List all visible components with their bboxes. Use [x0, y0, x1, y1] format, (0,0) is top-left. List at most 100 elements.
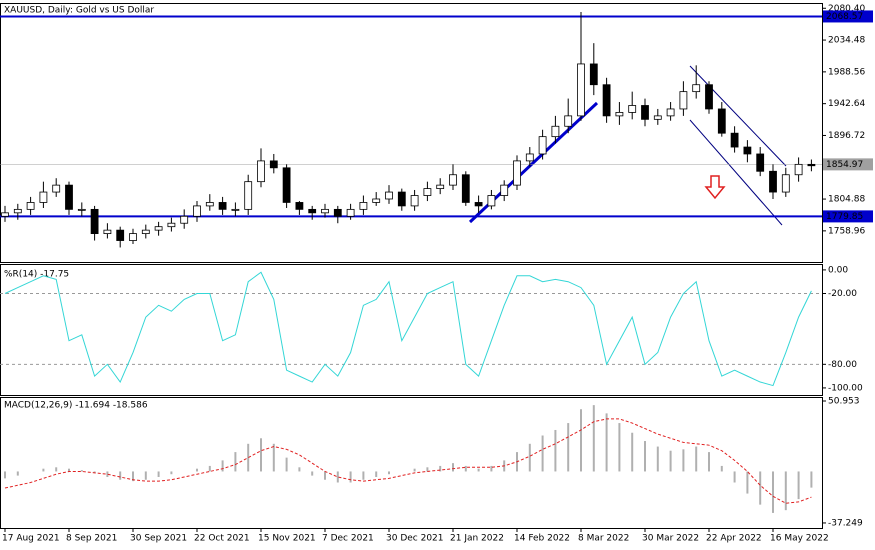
candle-body — [346, 208, 355, 217]
candle-body — [717, 108, 726, 134]
candle-body — [39, 191, 48, 203]
current-price-label: 1854.97 — [826, 160, 863, 170]
candle-body — [77, 208, 86, 211]
candle-body — [218, 202, 227, 210]
candle-body — [321, 208, 329, 214]
candle-body — [513, 160, 521, 186]
y-tick-label: -37.249 — [828, 518, 863, 528]
candle-body — [205, 202, 214, 207]
candle-body — [52, 184, 61, 193]
y-tick-label: -100.00 — [828, 383, 863, 393]
candle-body — [525, 153, 534, 162]
candle-body — [500, 184, 509, 196]
candle-body — [474, 202, 483, 207]
candle-body — [333, 208, 342, 217]
candle-body — [116, 229, 125, 241]
candle-body — [257, 160, 265, 183]
candle-body — [602, 84, 611, 117]
y-tick-label: -80.00 — [828, 360, 857, 370]
candle-body — [807, 163, 816, 167]
y-tick-label: -20.00 — [828, 289, 857, 299]
candle-body — [90, 208, 99, 235]
x-tick-label: 8 Mar 2022 — [578, 534, 629, 544]
indicator-title: %R(14) -17.75 — [4, 270, 69, 280]
current-price-box — [823, 158, 873, 171]
candle-body — [397, 191, 406, 207]
down-arrow — [704, 175, 726, 200]
y-tick-label: 1988.56 — [828, 67, 865, 77]
wpr-panel — [0, 264, 823, 396]
candle-body — [231, 208, 240, 211]
y-tick-label: 1804.88 — [828, 195, 865, 205]
candle-body — [26, 202, 35, 210]
x-tick-label: 22 Oct 2021 — [194, 534, 250, 544]
candle-body — [410, 195, 419, 207]
y-tick-label: 2080.40 — [828, 4, 865, 14]
y-tick-label: 1758.96 — [828, 226, 865, 236]
channel-line — [689, 119, 783, 226]
level-label: 1779.85 — [826, 212, 863, 222]
candle-body — [129, 233, 137, 241]
candle-body — [769, 170, 777, 193]
candle-body — [653, 115, 662, 120]
signal-line — [4, 418, 812, 504]
candle-body — [103, 229, 112, 235]
candle-body — [372, 198, 381, 203]
y-tick-label: 0.00 — [828, 265, 848, 275]
candle-body — [154, 226, 163, 231]
candle-body — [13, 208, 22, 214]
x-tick-label: 16 May 2022 — [770, 534, 829, 544]
level-box — [823, 10, 873, 23]
y-tick-label: 1942.64 — [828, 99, 865, 109]
y-tick-label: 2034.48 — [828, 36, 865, 46]
candle-body — [180, 215, 189, 224]
candle-body — [282, 167, 291, 203]
candle-body — [423, 188, 432, 196]
candle-body — [1, 212, 9, 217]
x-tick-label: 30 Mar 2022 — [642, 534, 699, 544]
candle-body — [564, 115, 573, 127]
candle-body — [781, 174, 790, 193]
x-tick-label: 21 Jan 2022 — [450, 534, 504, 544]
x-tick-label: 15 Nov 2021 — [258, 534, 316, 544]
level-label: 2068.57 — [826, 12, 863, 22]
candle-body — [794, 163, 803, 176]
level-box — [823, 210, 873, 223]
candle-body — [359, 202, 368, 210]
candle-body — [615, 112, 624, 117]
candle-body — [589, 63, 598, 86]
candle-body — [538, 136, 547, 155]
candle-body — [666, 108, 675, 117]
main-panel — [0, 3, 823, 263]
candle-body — [141, 229, 150, 235]
y-tick-label: 1896.72 — [828, 131, 865, 141]
x-tick-label: 7 Dec 2021 — [322, 534, 374, 544]
candle-body — [244, 181, 253, 210]
candle-body — [487, 195, 496, 207]
x-tick-label: 8 Sep 2021 — [66, 534, 117, 544]
chart-title: XAUUSD, Daily: Gold vs US Dollar — [4, 6, 154, 16]
candle-body — [167, 222, 176, 228]
candle-body — [295, 202, 304, 210]
candle-body — [679, 91, 688, 110]
candle-body — [641, 105, 649, 120]
candle-body — [436, 184, 445, 189]
y-tick-label: 50.953 — [828, 397, 860, 407]
candle-body — [193, 205, 201, 217]
candle-body — [269, 160, 278, 169]
candle-body — [577, 63, 585, 117]
candle-body — [65, 184, 73, 210]
candle-body — [692, 84, 701, 93]
candle-body — [628, 105, 637, 113]
x-tick-label: 14 Feb 2022 — [514, 534, 570, 544]
x-tick-label: 30 Sep 2021 — [130, 534, 187, 544]
candle-body — [743, 146, 752, 155]
wpr-line — [4, 271, 812, 387]
candle-body — [308, 208, 317, 214]
x-tick-label: 30 Dec 2021 — [386, 534, 444, 544]
macd-panel — [0, 397, 823, 529]
candle-body — [551, 125, 560, 138]
candle-body — [730, 132, 739, 148]
candle-body — [449, 174, 457, 186]
